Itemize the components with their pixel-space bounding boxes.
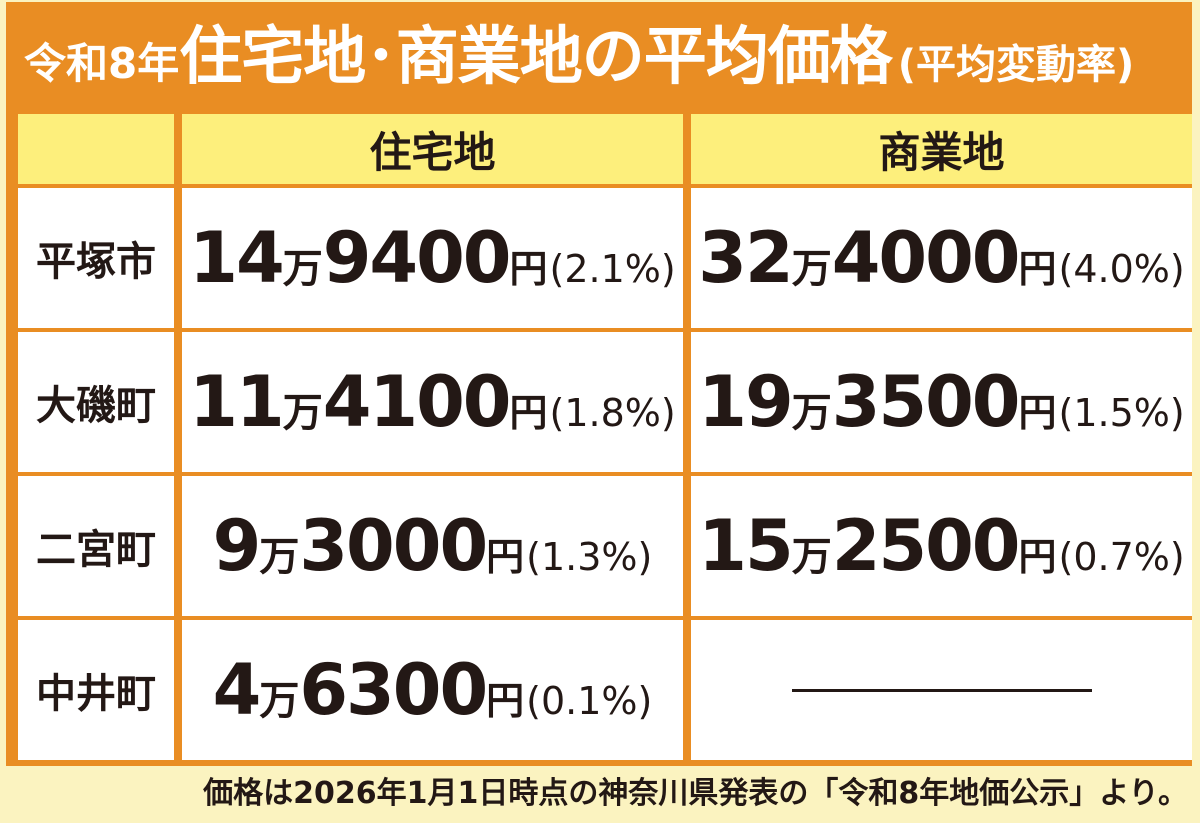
price-rest-number: 3500 — [831, 361, 1021, 443]
price-rest-number: 3000 — [299, 505, 488, 587]
price-man-number: 15 — [698, 505, 793, 587]
title-subtitle: (平均変動率) — [897, 42, 1135, 88]
commercial-price-cell: 19 万 3500 円 (1.5%) — [691, 332, 1192, 472]
price-man-number: 11 — [189, 361, 284, 443]
no-data-dash — [791, 688, 1092, 692]
price-value: 15 万 2500 円 (0.7%) — [698, 505, 1184, 587]
price-man-number: 4 — [212, 649, 262, 731]
price-rest-number: 4100 — [322, 361, 512, 443]
price-value: 32 万 4000 円 (4.0%) — [698, 217, 1184, 299]
price-yen-unit: 円 — [509, 247, 548, 291]
column-header-label: 住宅地 — [369, 127, 496, 177]
price-yen-unit: 円 — [1018, 391, 1057, 435]
commercial-price-cell: 15 万 2500 円 (0.7%) — [691, 476, 1192, 616]
price-value: 9 万 3000 円 (1.3%) — [213, 505, 653, 587]
row-header-cell: 平塚市 — [18, 188, 174, 328]
price-man-unit: 万 — [259, 678, 300, 724]
price-man-number: 32 — [698, 217, 793, 299]
change-rate: (2.1%) — [549, 247, 676, 291]
page-title: 住宅地･商業地の平均価格 — [179, 20, 892, 93]
price-yen-unit: 円 — [486, 679, 525, 723]
change-rate: (1.5%) — [1058, 391, 1185, 435]
change-rate: (1.8%) — [549, 391, 676, 435]
price-rest-number: 2500 — [831, 505, 1021, 587]
price-yen-unit: 円 — [1018, 535, 1057, 579]
price-man-unit: 万 — [259, 534, 300, 580]
residential-price-cell: 9 万 3000 円 (1.3%) — [182, 476, 683, 616]
price-man-unit: 万 — [791, 534, 832, 580]
title-bar: 令和8年 住宅地･商業地の平均価格 (平均変動率) — [24, 12, 1134, 102]
price-man-unit: 万 — [282, 390, 323, 436]
price-value: 4 万 6300 円 (0.1%) — [213, 649, 653, 731]
price-rest-number: 4000 — [831, 217, 1021, 299]
price-yen-unit: 円 — [1018, 247, 1057, 291]
change-rate: (4.0%) — [1058, 247, 1185, 291]
price-value: 14 万 9400 円 (2.1%) — [189, 217, 675, 299]
row-header-label: 大磯町 — [36, 383, 156, 429]
source-footnote: 価格は2026年1月1日時点の神奈川県発表の「令和8年地価公示」より。 — [203, 776, 1188, 811]
row-header-label: 平塚市 — [36, 239, 156, 285]
change-rate: (1.3%) — [526, 535, 653, 579]
residential-price-cell: 4 万 6300 円 (0.1%) — [182, 620, 683, 760]
title-era: 令和8年 — [24, 39, 180, 88]
table-frame: 令和8年 住宅地･商業地の平均価格 (平均変動率) 住宅地 商業地 平塚市 14… — [6, 2, 1192, 766]
price-table: 住宅地 商業地 平塚市 14 万 9400 円 (2.1%) 32 万 4000 円 (4.0%… — [18, 114, 1192, 762]
price-value: 11 万 4100 円 (1.8%) — [189, 361, 675, 443]
table-corner-cell — [18, 114, 174, 184]
price-man-number: 9 — [212, 505, 262, 587]
row-header-label: 二宮町 — [36, 527, 156, 573]
residential-price-cell: 14 万 9400 円 (2.1%) — [182, 188, 683, 328]
price-yen-unit: 円 — [509, 391, 548, 435]
price-man-number: 19 — [698, 361, 793, 443]
price-man-unit: 万 — [282, 246, 323, 292]
price-man-number: 14 — [189, 217, 284, 299]
column-header-label: 商業地 — [878, 127, 1005, 177]
row-header-cell: 二宮町 — [18, 476, 174, 616]
price-man-unit: 万 — [791, 246, 832, 292]
row-header-label: 中井町 — [36, 671, 156, 717]
change-rate: (0.7%) — [1058, 535, 1185, 579]
commercial-price-cell — [691, 620, 1192, 760]
price-value: 19 万 3500 円 (1.5%) — [698, 361, 1184, 443]
row-header-cell: 中井町 — [18, 620, 174, 760]
column-header-commercial: 商業地 — [691, 114, 1192, 184]
residential-price-cell: 11 万 4100 円 (1.8%) — [182, 332, 683, 472]
price-yen-unit: 円 — [486, 535, 525, 579]
row-header-cell: 大磯町 — [18, 332, 174, 472]
commercial-price-cell: 32 万 4000 円 (4.0%) — [691, 188, 1192, 328]
column-header-residential: 住宅地 — [182, 114, 683, 184]
price-rest-number: 6300 — [299, 649, 488, 731]
change-rate: (0.1%) — [526, 679, 653, 723]
price-man-unit: 万 — [791, 390, 832, 436]
price-rest-number: 9400 — [322, 217, 512, 299]
